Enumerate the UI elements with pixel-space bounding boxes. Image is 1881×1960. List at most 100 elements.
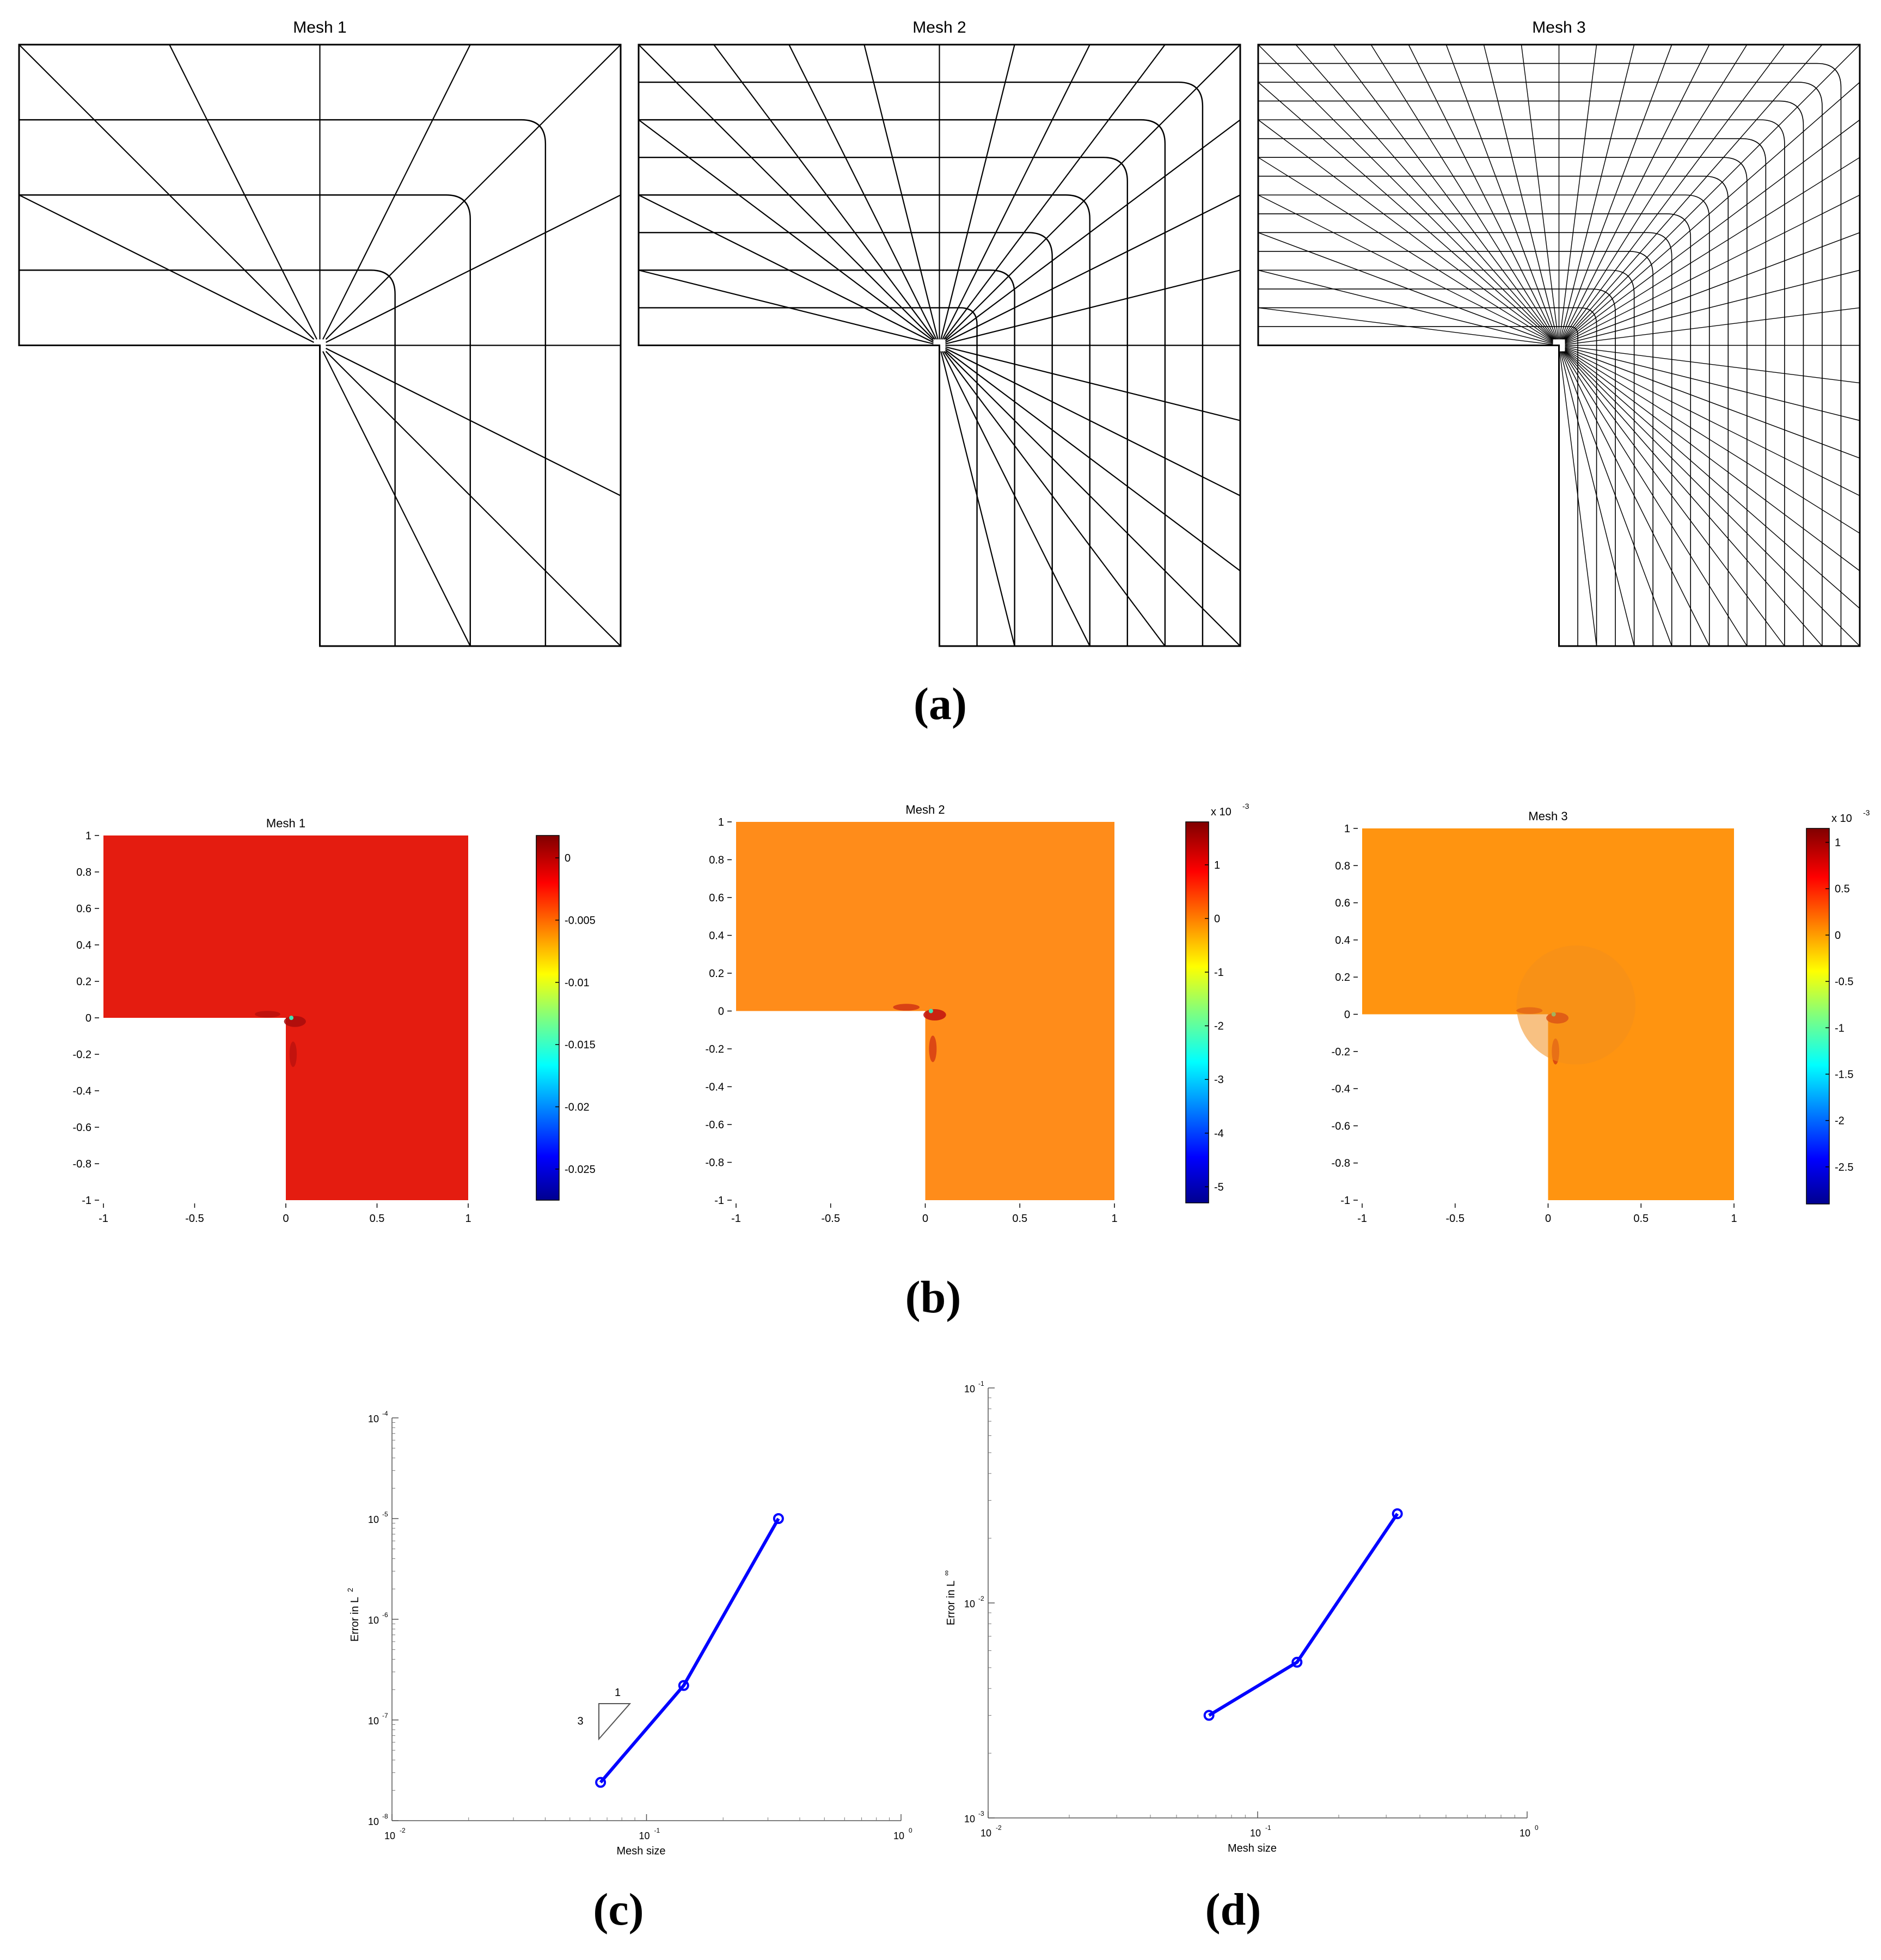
x-tick-label: -1: [1357, 1213, 1367, 1225]
mesh-ray: [1565, 346, 1860, 384]
y-tick-label: 0.4: [1335, 935, 1350, 947]
mesh-ray: [945, 348, 1241, 496]
y-tick-label: -0.6: [706, 1119, 724, 1131]
colorbar-exponent: x 10: [1211, 806, 1231, 818]
x-tick-label: 0.5: [370, 1213, 385, 1225]
y-tick-label: -0.4: [1332, 1083, 1350, 1095]
colorbar-tick-label: -0.025: [565, 1164, 596, 1176]
field-surface: [736, 822, 1114, 1200]
mesh-ray: [1258, 307, 1553, 345]
y-tick-label: 0.8: [76, 867, 91, 878]
colorbar-tick-label: -0.5: [1835, 976, 1853, 988]
mesh-ray: [326, 194, 621, 343]
x-tick-exponent: -1: [1265, 1824, 1271, 1832]
mesh-ray: [1258, 194, 1553, 343]
mesh-ray: [1564, 44, 1823, 340]
slope-rise-label: 3: [577, 1716, 583, 1728]
mesh-ray: [638, 119, 934, 342]
mesh-ray: [1565, 348, 1860, 534]
y-tick-label: 1: [1344, 823, 1350, 835]
mesh-ray: [1483, 44, 1558, 340]
y-tick-exponent: -4: [382, 1410, 388, 1417]
mesh-ray: [1564, 351, 1823, 647]
colorbar-tick-label: 0: [565, 852, 571, 864]
mesh-ray: [1562, 44, 1748, 340]
x-tick-label: 0: [283, 1213, 289, 1225]
mesh-ray: [169, 44, 317, 340]
field-surface: [103, 835, 468, 1200]
field-plot-1: Mesh 1 -1 -0.5 0 0.5 1 1 0.8 0.6 0.4 0.2 0 -0.2 -0.4 -…: [73, 816, 596, 1225]
colorbar-tick-label: -2.5: [1835, 1162, 1853, 1173]
x-tick-label: -1: [99, 1213, 108, 1225]
mesh-ray: [942, 44, 1090, 340]
panel-label-c: (c): [593, 1884, 644, 1935]
colorbar-tick-label: -0.015: [565, 1039, 596, 1051]
slope-triangle: [598, 1703, 632, 1741]
mesh-ray: [1565, 269, 1860, 345]
mesh-figures: Mesh 1 Mesh 2 Mesh 3: [18, 19, 1861, 647]
colorbar-tick-label: -2: [1835, 1115, 1845, 1127]
series-point: [773, 1513, 784, 1524]
y-tick-label: 0.6: [76, 903, 91, 915]
y-tick-label: 0.8: [1335, 860, 1350, 872]
y-tick-label: 1: [718, 816, 724, 828]
mesh-ray: [325, 351, 621, 647]
y-tick-label: 0.2: [76, 976, 91, 988]
mesh-ray: [1561, 44, 1710, 340]
mesh-ray: [945, 349, 1241, 572]
y-tick-label: 0: [85, 1012, 91, 1024]
y-tick-label: -0.8: [706, 1157, 724, 1169]
panel-label-d: (d): [1205, 1884, 1261, 1935]
mesh-ray: [638, 194, 934, 343]
mesh-boundary: [638, 44, 1241, 647]
mesh-ray: [638, 44, 934, 340]
x-tick-label: 1: [1111, 1213, 1117, 1225]
colorbar-exponent-power: -3: [1242, 802, 1249, 810]
colorbar-tick-label: -5: [1214, 1181, 1224, 1193]
mesh-ray: [863, 44, 939, 340]
x-tick-label: 10: [639, 1830, 650, 1841]
y-tick-label: -0.8: [73, 1158, 91, 1170]
y-axis-label-sup: 2: [346, 1588, 354, 1592]
series-line: [599, 1517, 780, 1784]
mesh-ray: [943, 44, 1166, 340]
mesh-ray: [940, 44, 1015, 340]
x-tick-label: 0.5: [1012, 1213, 1027, 1225]
mesh-ray: [1565, 347, 1860, 459]
x-tick-label: -1: [731, 1213, 741, 1225]
field-hotspot: [923, 1009, 946, 1021]
y-tick-label: 0.2: [709, 968, 724, 980]
y-tick-label: 10: [964, 1599, 975, 1609]
y-tick-label: -0.8: [1332, 1158, 1350, 1170]
field-title-2: Mesh 2: [905, 803, 945, 816]
y-tick-label: -0.4: [73, 1085, 91, 1097]
mesh-ray: [1565, 351, 1860, 647]
mesh-ray: [1560, 351, 1635, 647]
x-tick-exponent: -2: [400, 1827, 406, 1834]
y-tick-exponent: -6: [382, 1611, 388, 1619]
mesh-ray: [1563, 351, 1785, 647]
y-tick-label: 10: [964, 1384, 975, 1394]
field-hotspot: [255, 1011, 280, 1018]
panel-label-a: (a): [914, 679, 967, 729]
mesh-contour: [1258, 307, 1597, 646]
y-tick-label: -0.2: [1332, 1046, 1350, 1058]
mesh-ray: [1565, 349, 1860, 572]
mesh-ray: [1560, 351, 1672, 647]
panel-cd: 10 -2 10 -1 10 0 10 -8 10 -7 10 -6 10 -5 10 -4 Mesh size…: [0, 1361, 1881, 1960]
mesh-plot-2: Mesh 2: [638, 19, 1241, 647]
x-tick-label: 1: [465, 1213, 471, 1225]
x-tick-label: 0.5: [1633, 1213, 1649, 1225]
x-tick-label: 0: [1545, 1213, 1551, 1225]
field-hotspot: [289, 1041, 297, 1067]
series-point: [595, 1777, 606, 1788]
y-tick-label: 10: [368, 1816, 379, 1827]
field-title-3: Mesh 3: [1528, 809, 1567, 823]
x-tick-label: -0.5: [1446, 1213, 1465, 1225]
mesh-contour: [1258, 326, 1578, 646]
mesh-ray: [1565, 346, 1860, 421]
colorbar-tick-label: 0: [1214, 913, 1220, 925]
x-tick-label: 10: [384, 1830, 395, 1841]
